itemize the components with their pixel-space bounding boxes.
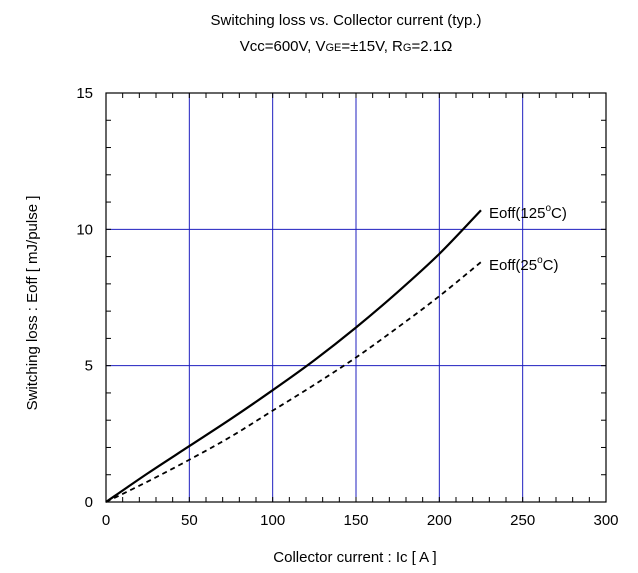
- subtitle-rg-val: =2.1Ω: [411, 38, 452, 55]
- x-tick-label-300: 300: [593, 512, 618, 529]
- subtitle-vge-v: V: [315, 38, 325, 55]
- series-labels: Eoff(125oC) Eoff(25oC): [489, 203, 567, 274]
- series-line-1: [106, 262, 481, 502]
- x-axis-label: Collector current : Ic [ A ]: [273, 549, 436, 566]
- series-label-0: Eoff(125oC): [489, 203, 567, 222]
- subtitle-rg-r: R: [392, 38, 403, 55]
- subtitle-vge-sub: GE: [326, 42, 342, 54]
- x-tick-label-100: 100: [260, 512, 285, 529]
- series-label-unit: C): [543, 257, 559, 274]
- series-label-1: Eoff(25oC): [489, 255, 558, 274]
- chart-subtitle: Vcc=600V, VGE=±15V, RG=2.1Ω: [240, 38, 453, 55]
- chart-title: Switching loss vs. Collector current (ty…: [211, 12, 482, 29]
- series-line-0: [106, 210, 481, 502]
- series-label-unit: C): [551, 205, 567, 222]
- subtitle-vcc: Vcc=600V,: [240, 38, 316, 55]
- x-tick-label-150: 150: [343, 512, 368, 529]
- y-axis-label: Switching loss : Eoff [ mJ/pulse ]: [24, 196, 41, 411]
- x-tick-label-250: 250: [510, 512, 535, 529]
- subtitle-rg-sub: G: [403, 42, 412, 54]
- x-tick-labels: 0 50 100 150 200 250 300: [102, 512, 619, 529]
- y-tick-label-10: 10: [76, 221, 93, 238]
- y-tick-labels: 0 5 10 15: [76, 85, 93, 511]
- series-group: [106, 210, 481, 502]
- x-tick-label-0: 0: [102, 512, 110, 529]
- x-tick-label-200: 200: [427, 512, 452, 529]
- grid: [106, 93, 606, 502]
- y-tick-label-15: 15: [76, 85, 93, 102]
- subtitle-vge-val: =±15V,: [341, 38, 392, 55]
- y-tick-label-0: 0: [85, 494, 93, 511]
- series-label-main: Eoff(25: [489, 257, 537, 274]
- series-label-main: Eoff(125: [489, 205, 545, 222]
- y-tick-label-5: 5: [85, 358, 93, 375]
- x-tick-label-50: 50: [181, 512, 198, 529]
